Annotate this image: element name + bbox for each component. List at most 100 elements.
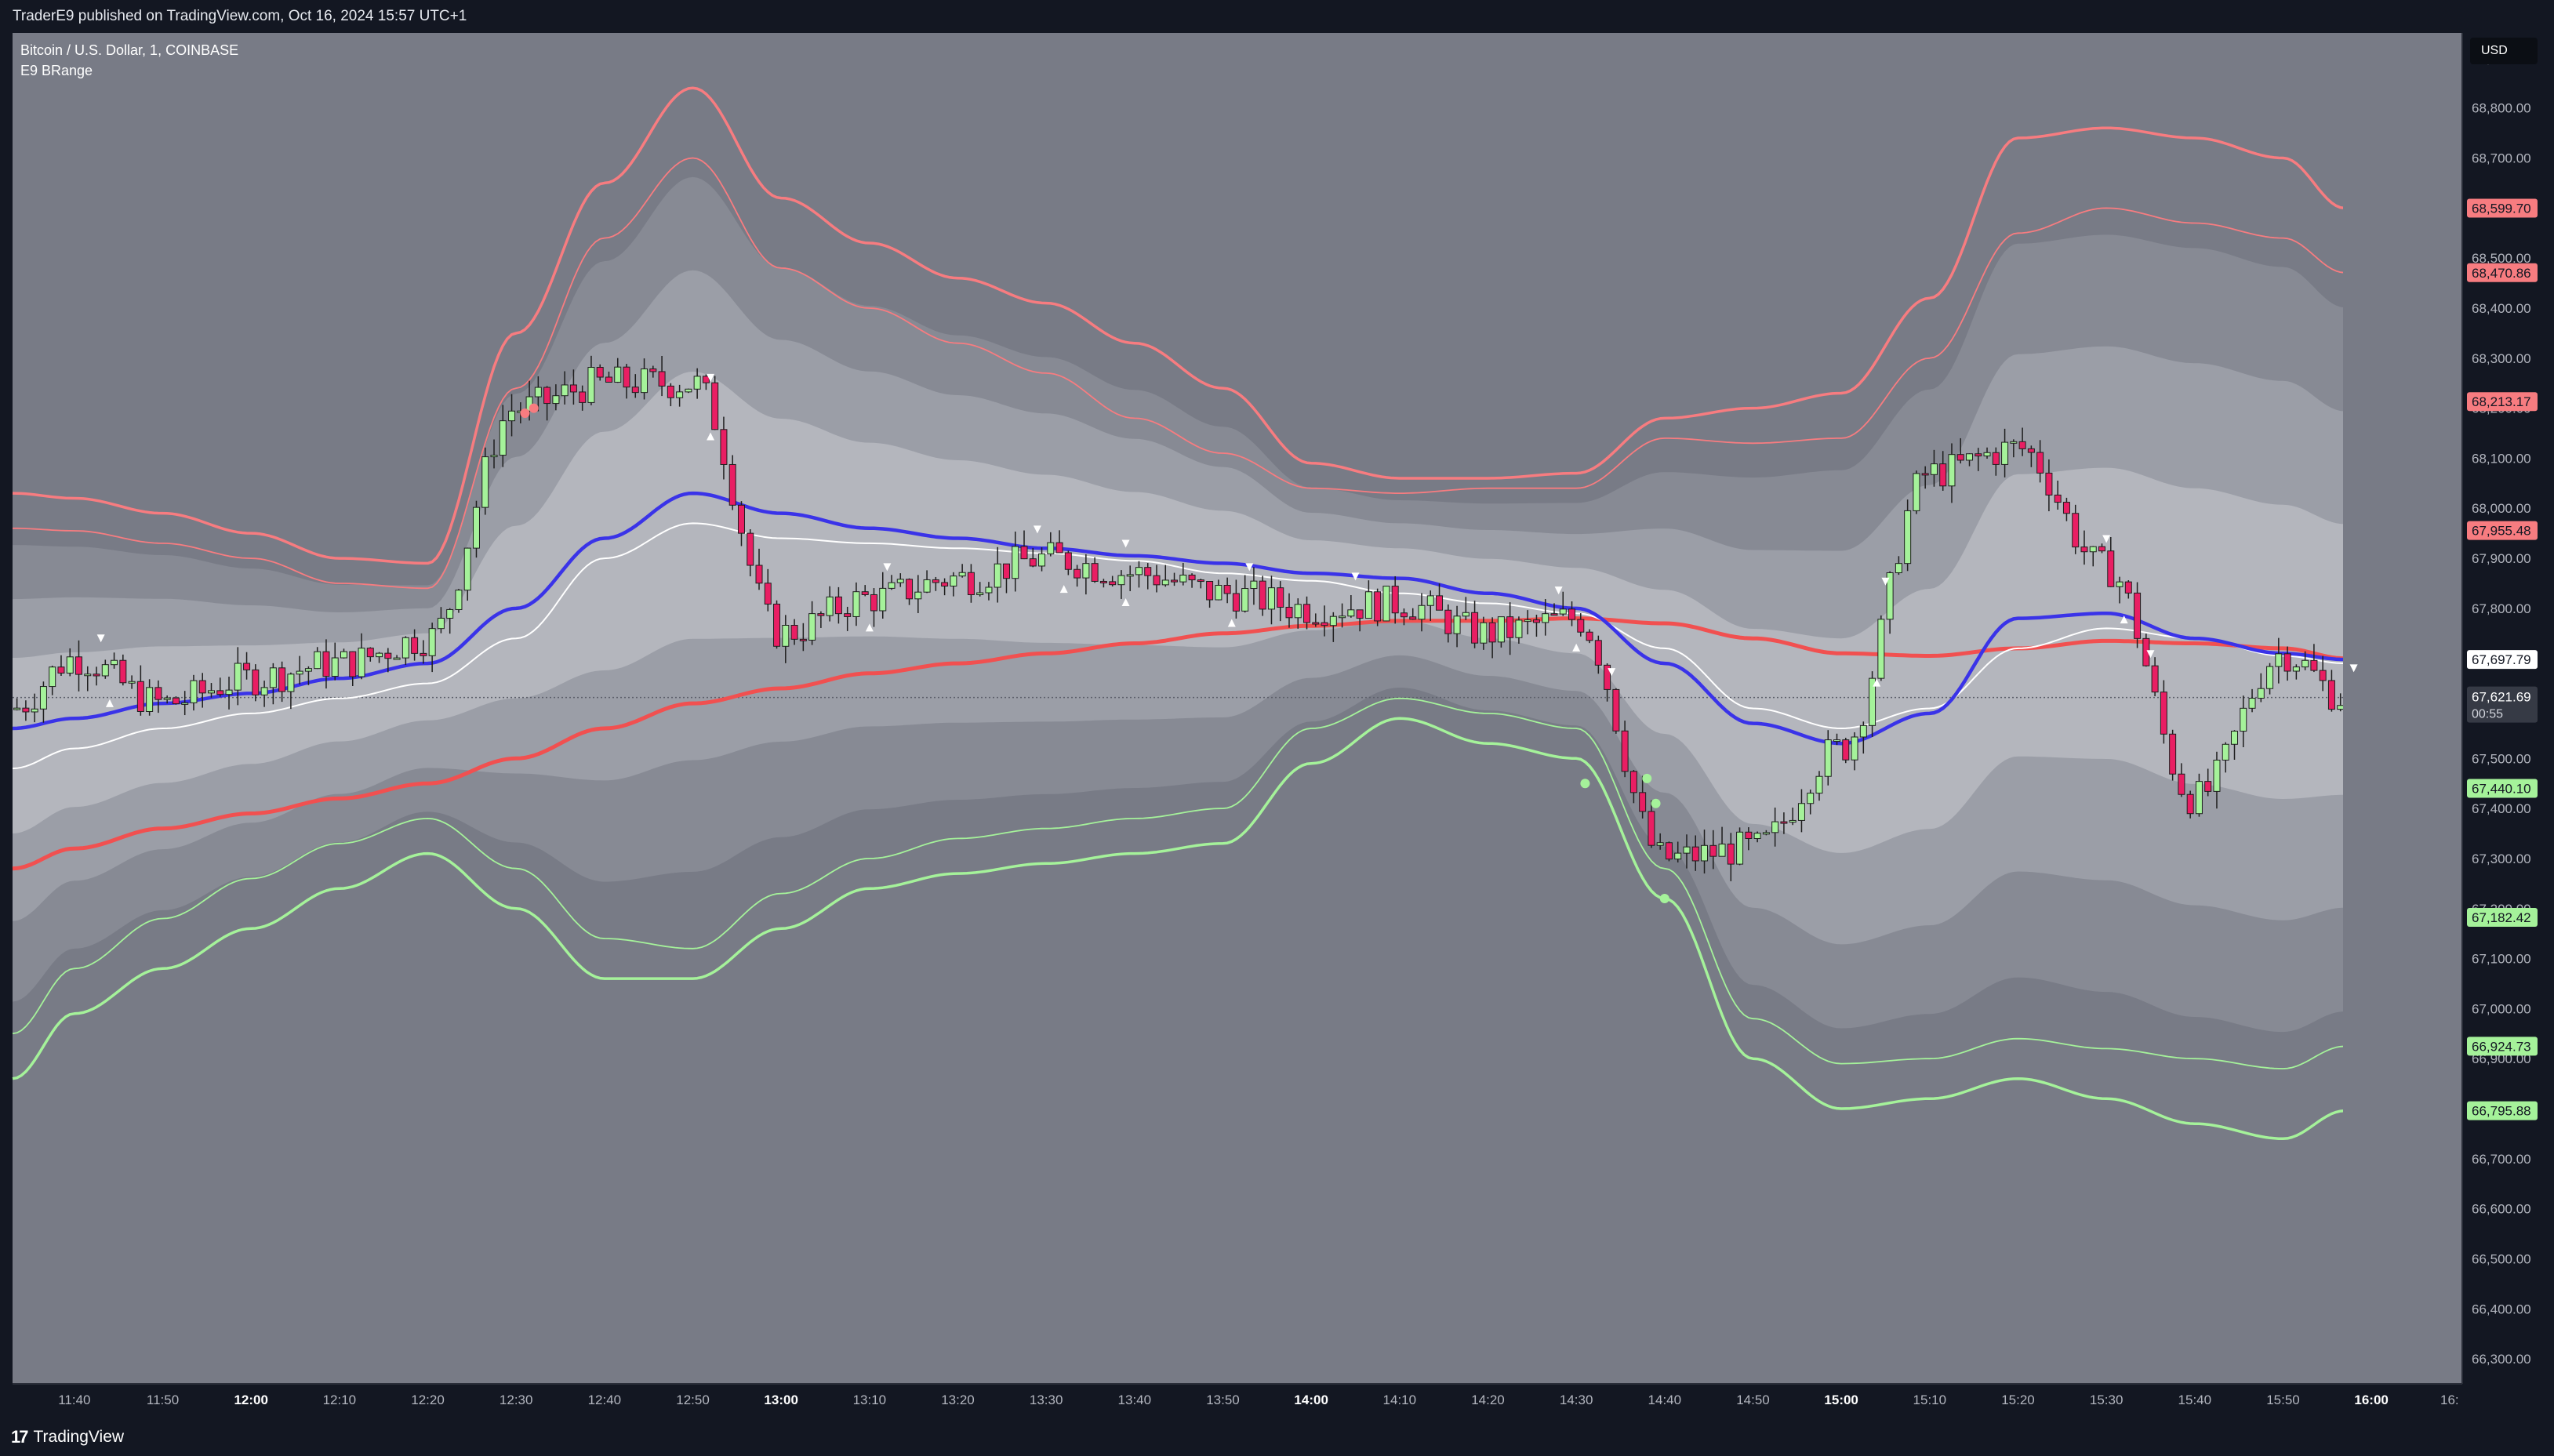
candle-bearish[interactable] [1206,581,1214,601]
candle-bullish[interactable] [1930,463,1938,475]
candle-bearish[interactable] [2027,448,2035,453]
candle-bearish[interactable] [1506,616,1514,638]
candle-bullish[interactable] [2240,707,2247,732]
candle-bullish[interactable] [146,687,154,712]
candle-bearish[interactable] [1074,568,1081,579]
candle-bullish[interactable] [1418,605,1426,620]
candle-bearish[interactable] [1285,606,1293,619]
candle-bearish[interactable] [22,707,30,713]
candle-bullish[interactable] [437,617,445,630]
candle-bullish[interactable] [1718,843,1726,857]
candle-bearish[interactable] [773,603,781,647]
candle-bullish[interactable] [1753,833,1761,839]
candle-bullish[interactable] [499,420,507,456]
candle-bearish[interactable] [198,680,206,694]
candle-bearish[interactable] [579,391,587,403]
candle-bearish[interactable] [1144,567,1152,576]
candle-bearish[interactable] [569,384,577,393]
candle-bullish[interactable] [1824,739,1832,777]
candle-bearish[interactable] [834,596,842,615]
candle-bullish[interactable] [1771,821,1779,833]
candle-bullish[interactable] [111,659,118,666]
candle-bearish[interactable] [649,368,657,372]
candle-bullish[interactable] [1135,567,1143,576]
candle-bullish[interactable] [314,651,322,670]
candle-bullish[interactable] [1215,585,1223,601]
candle-bullish[interactable] [1656,842,1664,846]
candle-bullish[interactable] [950,576,957,587]
candle-bearish[interactable] [1356,609,1364,619]
candle-bearish[interactable] [216,690,224,695]
candle-bullish[interactable] [1012,546,1019,579]
candle-bearish[interactable] [57,666,65,674]
candle-bullish[interactable] [1453,615,1461,634]
candle-bullish[interactable] [340,651,347,659]
candle-bullish[interactable] [287,674,295,692]
candle-bullish[interactable] [1117,575,1125,586]
candle-bullish[interactable] [985,586,993,594]
candle-bearish[interactable] [1099,580,1107,583]
candle-bullish[interactable] [1815,775,1823,794]
candle-bearish[interactable] [1691,846,1699,862]
candle-bullish[interactable] [49,666,56,688]
candle-bullish[interactable] [1833,739,1841,743]
candle-bullish[interactable] [2248,698,2256,709]
candle-bullish[interactable] [13,707,21,710]
candle-bullish[interactable] [1126,574,1134,577]
candle-bullish[interactable] [2337,705,2345,710]
candle-bearish[interactable] [1277,587,1284,608]
candle-bullish[interactable] [2222,743,2229,761]
candle-bullish[interactable] [2195,781,2203,815]
candle-bullish[interactable] [455,590,463,610]
candle-bullish[interactable] [958,572,966,577]
candle-bullish[interactable] [1807,793,1815,804]
candle-bearish[interactable] [349,651,357,677]
candle-bearish[interactable] [817,613,825,616]
candle-bullish[interactable] [1161,579,1169,586]
candle-bullish[interactable] [260,687,268,695]
candle-bearish[interactable] [623,366,630,388]
candle-bearish[interactable] [1064,552,1072,570]
candle-bullish[interactable] [428,628,436,656]
candle-bearish[interactable] [1232,593,1240,612]
currency-button[interactable]: USD [2470,38,2538,64]
candle-bearish[interactable] [1171,579,1179,583]
candle-bearish[interactable] [1842,739,1850,761]
candle-bullish[interactable] [1859,724,1867,738]
candle-bearish[interactable] [755,565,763,584]
candle-bearish[interactable] [1409,616,1417,620]
candle-bearish[interactable] [844,613,852,617]
candle-bullish[interactable] [693,376,701,390]
candle-bullish[interactable] [1701,844,1709,862]
candle-bearish[interactable] [2062,502,2070,514]
candle-bearish[interactable] [1091,563,1099,582]
candle-bearish[interactable] [1745,831,1753,839]
candle-bearish[interactable] [119,659,127,684]
candle-bullish[interactable] [1869,677,1876,726]
candle-bullish[interactable] [782,624,790,647]
candle-bullish[interactable] [1047,542,1055,554]
candle-bearish[interactable] [543,387,551,405]
candle-bearish[interactable] [2054,494,2062,503]
candle-bullish[interactable] [1683,846,1691,854]
candle-bullish[interactable] [234,663,242,691]
candle-bullish[interactable] [463,547,471,591]
candle-bearish[interactable] [2018,441,2026,449]
candle-bearish[interactable] [932,579,939,583]
candle-bullish[interactable] [1082,563,1090,579]
candle-bullish[interactable] [676,391,684,398]
candle-bullish[interactable] [181,702,189,705]
candle-bearish[interactable] [658,371,666,387]
candle-bearish[interactable] [720,429,728,465]
candle-bearish[interactable] [870,594,877,612]
candle-bullish[interactable] [39,686,47,710]
candle-bullish[interactable] [31,708,38,713]
candle-bullish[interactable] [1886,572,1894,620]
candle-bearish[interactable] [1648,811,1655,846]
symbol-legend[interactable]: Bitcoin / U.S. Dollar, 1, COINBASE [20,42,239,58]
candle-bearish[interactable] [278,667,286,692]
candle-bullish[interactable] [1797,803,1805,821]
candle-bullish[interactable] [66,656,74,674]
candle-bearish[interactable] [2134,592,2142,639]
